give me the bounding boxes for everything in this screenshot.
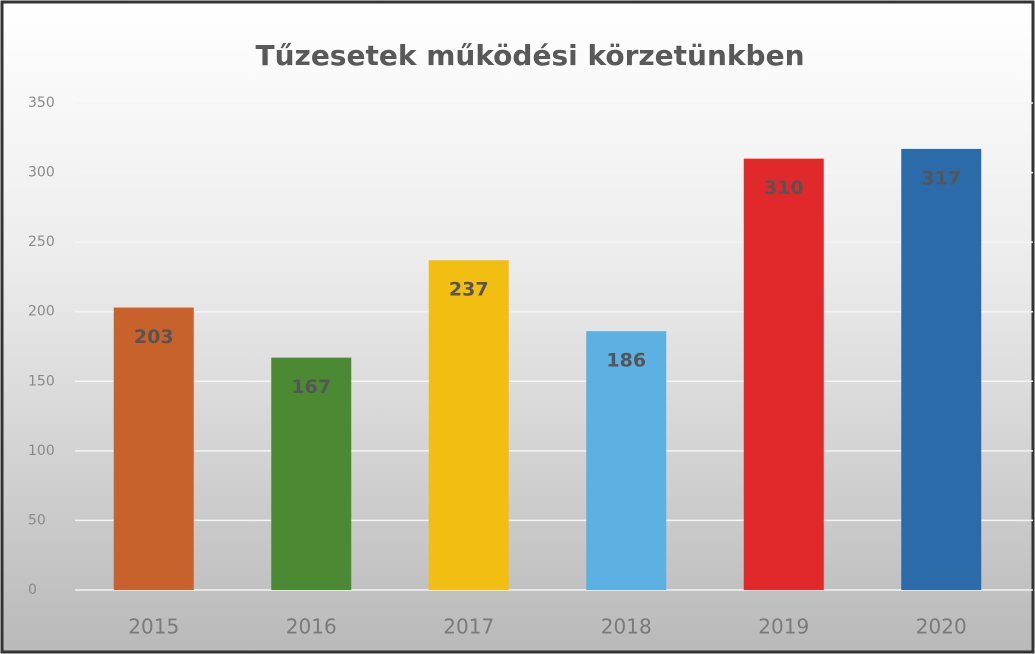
bar (271, 357, 352, 590)
y-tick-label: 50 (28, 512, 46, 528)
bar (743, 158, 824, 590)
data-label: 237 (449, 279, 489, 301)
data-label: 310 (764, 177, 804, 199)
y-tick-label: 300 (28, 165, 55, 181)
chart-title: Tűzesetek működési körzetünkben (255, 39, 804, 72)
y-tick-label: 100 (28, 443, 55, 459)
bar (586, 331, 667, 590)
data-label: 186 (606, 350, 646, 372)
data-label: 167 (291, 376, 331, 398)
y-tick-label: 0 (28, 582, 37, 598)
y-tick-label: 350 (28, 95, 55, 111)
bar (901, 148, 982, 590)
x-tick-label: 2017 (443, 615, 494, 639)
x-tick-label: 2020 (916, 615, 967, 639)
bar (113, 307, 194, 590)
x-tick-label: 2019 (758, 615, 809, 639)
y-tick-label: 150 (28, 373, 55, 389)
x-tick-label: 2018 (601, 615, 652, 639)
data-label: 203 (134, 326, 174, 348)
data-label: 317 (921, 167, 961, 189)
y-tick-label: 200 (28, 304, 55, 320)
y-tick-label: 250 (28, 234, 55, 250)
x-tick-label: 2016 (286, 615, 337, 639)
x-tick-label: 2015 (128, 615, 179, 639)
bar (428, 260, 509, 590)
